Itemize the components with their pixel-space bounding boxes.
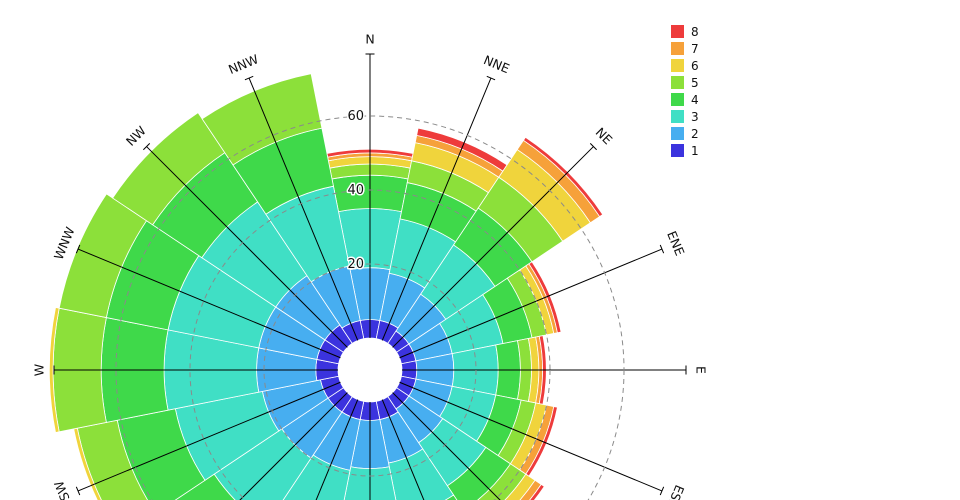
direction-label-NNE: NNE	[482, 52, 512, 76]
legend-label-8[interactable]: 8	[690, 24, 701, 41]
legend-swatch-8[interactable]	[671, 25, 684, 38]
windrose-sector-NNW-bin-5	[201, 73, 323, 166]
direction-label-NNW: NNW	[226, 51, 260, 77]
radial-tick-label-40: 40	[347, 183, 364, 198]
axis-spoke-SE	[392, 392, 501, 500]
direction-label-NE: NE	[593, 125, 616, 148]
axis-spoke-NNE	[381, 77, 492, 341]
axis-cap-WSW	[75, 486, 81, 496]
axis-cap-NE	[589, 143, 597, 151]
legend-label-2[interactable]: 2	[690, 126, 701, 143]
direction-label-W: W	[32, 364, 47, 376]
direction-label-ESE: ESE	[664, 483, 687, 500]
legend-label-5[interactable]: 5	[690, 75, 701, 92]
axis-spoke-SW	[239, 392, 348, 500]
direction-label-ENE: ENE	[664, 229, 688, 258]
radial-tick-label-60: 60	[347, 109, 364, 124]
axis-cap-WNW	[75, 244, 81, 254]
legend-swatch-2[interactable]	[671, 127, 684, 140]
windrose-sector-SSW-bin-3	[282, 454, 351, 500]
legend-label-1[interactable]: 1	[690, 143, 701, 160]
legend-label-4[interactable]: 4	[690, 92, 701, 109]
axis-cap-ENE	[659, 244, 665, 254]
legend-swatch-1[interactable]	[671, 144, 684, 157]
axis-spoke-WNW	[77, 248, 341, 359]
direction-label-WNW: WNW	[51, 225, 78, 262]
legend-label-3[interactable]: 3	[690, 109, 701, 126]
axis-spoke-SSE	[381, 399, 425, 500]
windrose-sector-SSE-bin-4	[444, 494, 458, 500]
legend-swatch-7[interactable]	[671, 42, 684, 55]
axis-spoke-NE	[392, 146, 594, 348]
legend-swatch-5[interactable]	[671, 76, 684, 89]
direction-label-WSW: WSW	[51, 479, 77, 500]
radial-gridline-20	[263, 263, 477, 477]
windrose-sector-NE-bin-8	[522, 136, 604, 218]
legend-label-6[interactable]: 6	[690, 58, 701, 75]
axis-spoke-ESE	[399, 381, 663, 492]
legend-swatch-3[interactable]	[671, 110, 684, 123]
radial-tick-label-20: 20	[347, 257, 364, 272]
axis-spoke-NW	[146, 146, 348, 348]
windrose-sector-SE-bin-8	[529, 483, 545, 500]
windrose-sector-ENE-bin-8	[528, 261, 562, 334]
direction-label-N: N	[365, 32, 374, 47]
legend-label-7[interactable]: 7	[690, 41, 701, 58]
axis-cap-ESE	[659, 486, 665, 496]
axis-spoke-SSW	[315, 399, 359, 500]
axis-cap-NNE	[486, 75, 496, 81]
legend-swatch-6[interactable]	[671, 59, 684, 72]
direction-label-E: E	[694, 366, 709, 374]
axis-cap-NNW	[244, 75, 254, 81]
legend-swatch-4[interactable]	[671, 93, 684, 106]
axis-cap-NW	[143, 143, 151, 151]
windrose-sector-SE-bin-7	[519, 479, 542, 500]
radial-gridline-40	[189, 189, 551, 500]
axis-spoke-NNW	[248, 77, 359, 341]
radial-gridline-60	[115, 115, 625, 500]
direction-label-NW: NW	[123, 123, 149, 149]
axis-spoke-WSW	[77, 381, 341, 492]
windrose-sector-SE-bin-6	[504, 473, 536, 500]
axis-spoke-ENE	[399, 248, 663, 359]
